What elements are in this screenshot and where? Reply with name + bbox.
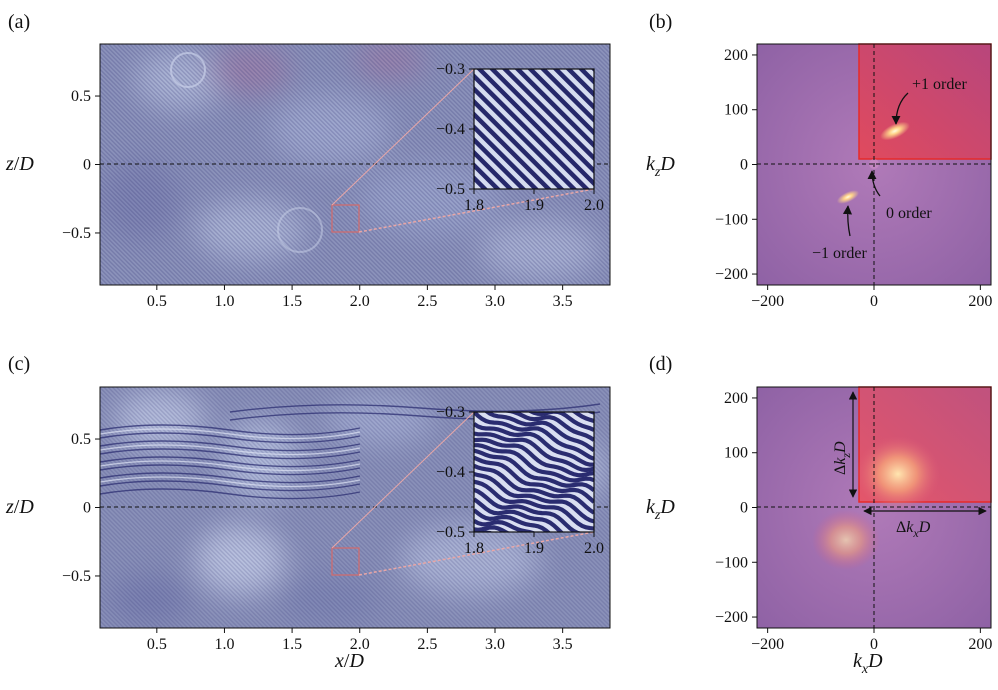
panel-c-inset-fringe	[474, 437, 594, 478]
panel-a-xtick-label: 3.5	[553, 293, 573, 310]
panel-a-xtick-label: 1.0	[214, 293, 234, 310]
panel-a-ytick-label: −0.5	[62, 225, 91, 242]
panel-c-inset-ytick-label: −0.5	[436, 524, 465, 541]
panel-a-inset-xtick-label: 2.0	[584, 197, 604, 214]
panel-a-xtick-label: 0.5	[147, 293, 167, 310]
panel-c-inset-fringe	[474, 518, 536, 532]
panel-b-ylabel: kzD	[646, 153, 675, 180]
panel-d-peak-plus1	[856, 436, 940, 512]
panel-c-inset-fringe	[474, 508, 552, 532]
panel-d-ytick-label: 100	[724, 445, 748, 462]
panel-a-inset-xtick-label: 1.8	[464, 197, 484, 214]
panel-c-inset-xtick-label: 1.9	[524, 540, 544, 557]
panel-c-label: (c)	[8, 353, 30, 375]
panel-c-inset-fringe	[474, 525, 510, 532]
panel-a-inset-ytick-label: −0.4	[436, 121, 465, 138]
panel-d-dkx-label: ΔkxD	[896, 519, 931, 540]
panel-a-ytick-label: 0.5	[71, 88, 91, 105]
panel-a-inset-ytick-label: −0.5	[436, 181, 465, 198]
panel-d-ylabel: kzD	[646, 496, 675, 523]
panel-b-xtick-label: 200	[968, 293, 992, 310]
panel-c-inset-ytick-label: −0.3	[436, 404, 465, 421]
panel-d-peak-minus1	[812, 510, 880, 570]
panel-d-xlabel: kxD	[853, 650, 883, 677]
panel-c-inset-xtick-label: 1.8	[464, 540, 484, 557]
panel-c-inset-fringe	[474, 479, 594, 531]
panel-b-xtick-label: −200	[751, 293, 784, 310]
panel-b-minus1-label: −1 order	[812, 245, 867, 262]
panel-c-zoom-box	[331, 547, 360, 576]
panel-c-inset-fringe	[474, 487, 584, 532]
panel-a-ytick-label: 0	[83, 157, 91, 174]
panel-b-ytick-label: −200	[715, 266, 748, 283]
panel-c-inset-fringe	[474, 422, 594, 467]
panel-c-inset-fringe	[474, 463, 594, 515]
panel-b-peak-plus1	[880, 121, 910, 141]
panel-c-xtick-label: 0.5	[147, 636, 167, 653]
panel-b-ytick-label: 100	[724, 102, 748, 119]
panel-c-ylabel: z/D	[5, 496, 34, 518]
panel-c-xtick-label: 3.5	[553, 636, 573, 653]
panel-c-inset-fringe	[474, 448, 594, 493]
panel-a-inset	[473, 68, 595, 190]
panel-c-connector-top	[331, 411, 475, 549]
panel-c-inset-fringe	[474, 471, 594, 524]
panel-c-inset-fringe	[474, 443, 594, 483]
panel-b-xtick-label: 0	[870, 293, 878, 310]
panel-d-label: (d)	[649, 353, 672, 375]
panel-c-inset-fringe	[474, 412, 594, 461]
panel-b-filter-window	[858, 43, 992, 160]
panel-d-ytick-label: 200	[724, 390, 748, 407]
panel-a-label: (a)	[8, 11, 30, 33]
panel-c-inset-fringe	[474, 497, 564, 532]
panel-a-xtick-label: 3.0	[485, 293, 505, 310]
panel-b-label: (b)	[649, 11, 672, 33]
panel-c-inset-ytick-label: −0.4	[436, 464, 465, 481]
panel-b-ytick-label: −100	[715, 211, 748, 228]
panel-d-dkz-label: ΔkzD	[832, 441, 853, 475]
panel-a-zoom-box	[331, 204, 360, 233]
panel-a-xtick-label: 2.0	[350, 293, 370, 310]
panel-a-xtick-label: 2.5	[417, 293, 437, 310]
panel-a-ylabel: z/D	[5, 153, 34, 175]
panel-d-ytick-label: −200	[715, 609, 748, 626]
panel-b-plus1-label: +1 order	[912, 76, 967, 93]
panel-b-peak-minus1	[836, 190, 860, 204]
panel-c-xtick-label: 1.0	[214, 636, 234, 653]
panel-c-inset-fringe	[527, 412, 594, 432]
panel-a-inset-xtick-label: 1.9	[524, 197, 544, 214]
panel-b-ytick-label: 200	[724, 47, 748, 64]
panel-c-inset	[473, 350, 595, 533]
panel-b-plus1-arrow	[891, 92, 909, 125]
panel-c-inset-fringe	[503, 412, 594, 442]
panel-a-xtick-label: 1.5	[282, 293, 302, 310]
panel-c-xtick-label: 2.0	[350, 636, 370, 653]
panel-c-inset-fringe	[484, 412, 594, 453]
panel-c-inset-fringe	[474, 455, 594, 504]
panel-b-minus1-arrow	[842, 205, 853, 237]
panel-b-ytick-label: 0	[740, 157, 748, 174]
panel-c-xtick-label: 2.5	[417, 636, 437, 653]
panel-c-ytick-label: 0.5	[71, 431, 91, 448]
panel-c-image	[100, 387, 610, 628]
panel-c-inset-xtick-label: 2.0	[584, 540, 604, 557]
panel-c-xlabel: x/D	[334, 650, 364, 672]
panel-c-xtick-label: 1.5	[282, 636, 302, 653]
panel-d-xtick-label: 0	[870, 636, 878, 653]
panel-a-connector-top	[331, 68, 475, 206]
panel-d-xtick-label: −200	[751, 636, 784, 653]
panel-b-zero-label: 0 order	[886, 205, 932, 222]
panel-a-inset-ytick-label: −0.3	[436, 61, 465, 78]
panel-d-ytick-label: −100	[715, 554, 748, 571]
panel-c-xtick-label: 3.0	[485, 636, 505, 653]
panel-c-ytick-label: −0.5	[62, 568, 91, 585]
panel-c-inset-fringe	[474, 350, 594, 387]
panel-d-ytick-label: 0	[740, 500, 748, 517]
panel-d-xtick-label: 200	[968, 636, 992, 653]
panel-c-ytick-label: 0	[83, 500, 91, 517]
panel-b-zero-arrow	[867, 170, 881, 197]
panel-c-inset-fringe	[474, 431, 594, 473]
